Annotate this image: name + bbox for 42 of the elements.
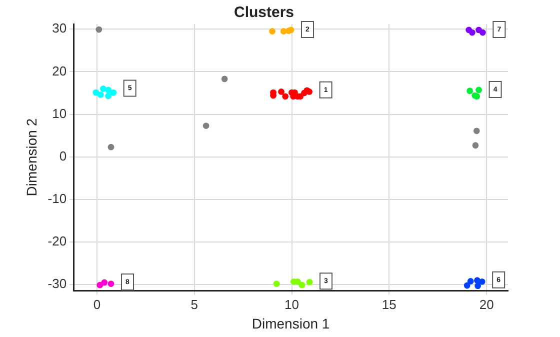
point <box>101 279 108 286</box>
x-tick-label: 15 <box>382 296 396 312</box>
point <box>288 26 294 34</box>
point <box>97 91 104 98</box>
x-axis-title: Dimension 1 <box>252 315 330 332</box>
point <box>466 88 474 94</box>
point <box>467 278 474 284</box>
point <box>105 86 112 94</box>
y-tick-label: 0 <box>59 148 67 164</box>
x-tick-label: 0 <box>93 296 101 312</box>
point <box>478 278 486 285</box>
point <box>108 144 114 150</box>
point <box>96 26 102 33</box>
point <box>306 278 313 286</box>
chart-title: Clusters <box>234 4 294 22</box>
y-tick-label: 30 <box>52 20 67 36</box>
y-tick-label: 10 <box>52 106 67 121</box>
y-tick-label: -30 <box>48 276 67 292</box>
point <box>298 282 306 288</box>
y-axis-title: Dimension 2 <box>23 118 40 196</box>
point <box>479 29 486 36</box>
point <box>282 93 289 100</box>
x-tick-label: 10 <box>284 296 300 312</box>
point <box>468 29 476 36</box>
point <box>474 282 482 290</box>
point <box>273 280 280 287</box>
point <box>476 86 482 94</box>
x-tick-label: 20 <box>479 296 494 312</box>
y-tick-label: 20 <box>52 63 67 78</box>
point <box>472 142 479 149</box>
point <box>105 92 112 100</box>
point <box>202 122 210 129</box>
y-tick-label: -20 <box>48 234 67 249</box>
y-tick-label: -10 <box>48 191 67 206</box>
point <box>278 88 284 95</box>
point <box>108 280 114 287</box>
point <box>464 282 470 289</box>
point <box>473 128 480 134</box>
point <box>221 76 228 82</box>
x-tick-label: 5 <box>190 296 198 312</box>
point <box>269 28 276 34</box>
point <box>110 89 117 96</box>
